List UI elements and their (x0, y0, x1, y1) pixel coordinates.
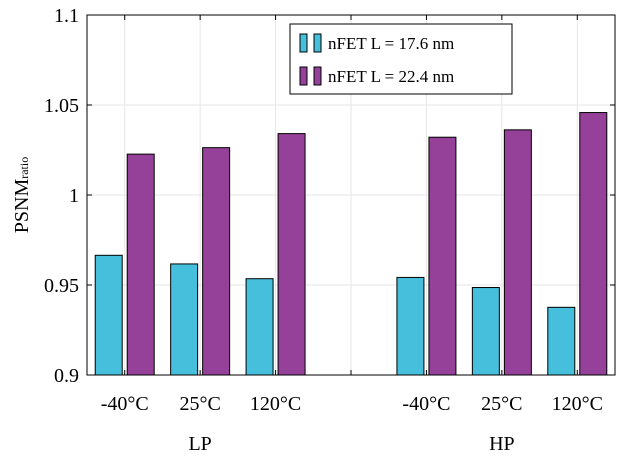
y-tick-label: 1.05 (44, 95, 79, 117)
bar-series1 (245, 278, 274, 376)
bar-series1 (547, 306, 576, 376)
legend-label: nFET L = 22.4 nm (328, 67, 454, 86)
bar-series1 (396, 276, 425, 376)
bar-series2 (126, 153, 155, 376)
y-axis-label: PSNMratio (11, 157, 33, 233)
x-axis-ticks: -40°C 25°C 120°C -40°C 25°C 120°C (101, 15, 603, 415)
y-axis-label-main: PSNM (11, 179, 33, 234)
x-tick-label: 25°C (481, 393, 522, 415)
bar-series2 (277, 133, 306, 376)
legend-box (289, 23, 513, 95)
legend-swatch (313, 66, 322, 86)
bar-series1 (170, 263, 199, 376)
legend-swatch (299, 66, 308, 86)
bar-series2 (428, 136, 457, 376)
bar-series2 (579, 112, 608, 376)
x-tick-label: 25°C (179, 393, 220, 415)
group-label: LP (188, 433, 211, 455)
bars (94, 112, 608, 376)
y-tick-label: 0.95 (44, 275, 79, 297)
bar-series1 (471, 287, 500, 376)
x-tick-label: 120°C (250, 393, 301, 415)
legend: nFET L = 17.6 nm nFET L = 22.4 nm (289, 23, 513, 95)
x-tick-label: 120°C (552, 393, 603, 415)
y-axis-label-sub: ratio (17, 157, 31, 179)
y-tick-label: 0.9 (54, 365, 79, 387)
legend-swatch (313, 33, 322, 53)
bar-series2 (202, 147, 231, 376)
y-tick-label: 1 (69, 185, 79, 207)
group-label: HP (489, 433, 515, 455)
legend-swatch (299, 33, 308, 53)
y-axis-ticks: 0.9 0.95 1 1.05 1.1 (44, 5, 615, 387)
group-labels: LP HP (188, 433, 514, 455)
x-tick-label: -40°C (402, 393, 450, 415)
plot-frame (86, 14, 616, 376)
legend-label: nFET L = 17.6 nm (328, 34, 454, 53)
bar-series2 (503, 129, 532, 376)
y-tick-label: 1.1 (54, 5, 79, 27)
x-tick-label: -40°C (101, 393, 149, 415)
bar-series1 (94, 254, 123, 376)
